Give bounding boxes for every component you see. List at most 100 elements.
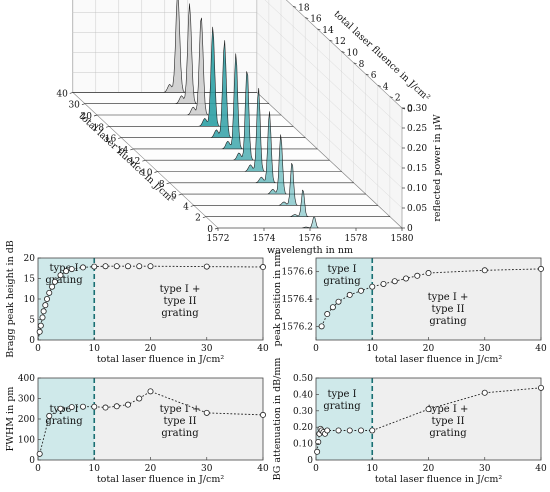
waterfall-z-tick-mark (329, 39, 333, 42)
fwhm-x-tick-label: 10 (89, 464, 101, 474)
bg-attenuation-data-point (314, 448, 321, 455)
peak-position-y-tick-label: 1576.4 (282, 295, 314, 305)
bg-attenuation-data-point (481, 389, 488, 396)
peak-position-data-point (324, 311, 331, 318)
waterfall-z-tick-mark (305, 17, 309, 19)
waterfall-z-tick-label-back: 12 (334, 37, 345, 47)
waterfall-z-tick-mark (389, 96, 394, 99)
bragg-peak-region2-label: type II (163, 296, 196, 307)
peak-position-data-point (414, 272, 421, 279)
waterfall-x-tick-label: 1576 (299, 234, 322, 244)
peak-position-y-tick-label: 1576.2 (282, 322, 314, 332)
waterfall-side-gridline (256, 32, 403, 169)
waterfall-x-axis-label: wavelength in nm (267, 245, 353, 256)
fwhm-data-point (46, 412, 53, 419)
bragg-peak-data-point (80, 264, 87, 271)
bragg-peak-data-point (37, 322, 44, 329)
waterfall-z-tick-mark (166, 182, 170, 185)
waterfall-z-tick-label-back: 0 (407, 105, 413, 115)
waterfall-z-tick-mark (202, 216, 207, 219)
waterfall-z-tick-label-back: 10 (347, 49, 359, 59)
waterfall-z-tick-mark (317, 28, 321, 31)
peak-position-region2-label: type II (431, 304, 464, 315)
peak-position-x-tick-label: 20 (423, 344, 435, 354)
waterfall-back-wall (72, 0, 258, 93)
waterfall-z-tick-label-front: 14 (117, 146, 129, 156)
bragg-peak-y-tick-label: 5 (29, 316, 35, 326)
waterfall-z-tick-mark (93, 114, 98, 117)
waterfall-y-tick-label: 0.30 (407, 104, 427, 114)
waterfall-z-tick-mark (178, 193, 182, 196)
fwhm-type2-region (94, 378, 263, 460)
peak-position-x-tick-label: 10 (367, 344, 379, 354)
bragg-peak-type2-region (94, 258, 263, 340)
waterfall-y-tick-label: 0.05 (407, 204, 427, 214)
waterfall-z-tick-mark (377, 85, 381, 87)
peak-position-x-tick-label: 40 (535, 344, 547, 354)
peak-position-region1-label: type I (327, 264, 356, 275)
peak-position-x-axis-label: total laser fluence in J/cm² (375, 354, 503, 365)
waterfall-y-tick-label: 0.25 (407, 124, 427, 134)
waterfall-z-tick-label-back: 18 (298, 3, 310, 13)
bragg-peak-region2-label: grating (161, 308, 199, 319)
peak-position-x-tick-label: 30 (479, 344, 491, 354)
fwhm-y-tick-label: 300 (18, 395, 35, 405)
bg-attenuation-data-point (425, 406, 432, 413)
waterfall-x-tick-label: 1574 (253, 234, 276, 244)
bragg-peak-data-point (102, 263, 109, 270)
bragg-peak-x-tick-label: 10 (89, 344, 101, 354)
waterfall-x-tick-label: 1572 (207, 234, 230, 244)
bg-attenuation-x-tick-label: 30 (479, 464, 491, 474)
waterfall-spectrum (169, 111, 354, 184)
peak-position-x-tick-label: 0 (313, 344, 319, 354)
bg-attenuation-data-point (538, 384, 545, 391)
bragg-peak-data-point (44, 295, 51, 302)
bg-attenuation-data-point (346, 427, 353, 434)
waterfall-z-tick-label-front: 40 (56, 89, 68, 99)
bragg-peak-data-point (36, 328, 43, 335)
waterfall-spectrum (217, 216, 403, 229)
bragg-peak-data-point (51, 278, 58, 285)
waterfall-chart: 1572 1574 1576 1578 1580 wavelength in nm 0 0.0… (56, 0, 443, 256)
peak-position-data-point (402, 275, 409, 282)
bragg-peak-data-point (68, 266, 75, 273)
bragg-peak-data-point (203, 263, 210, 270)
waterfall-z-tick-label-front: 12 (129, 157, 140, 167)
waterfall-z-tick-label-back: 2 (395, 94, 401, 104)
waterfall-z-tick-label-back: 14 (322, 26, 334, 36)
waterfall-spectrum (145, 71, 330, 161)
fwhm-y-axis-label: FWHM in pm (5, 387, 16, 452)
bragg-peak-data-point (63, 268, 70, 275)
fwhm-x-tick-label: 0 (35, 464, 41, 474)
bragg-peak-data-point (136, 263, 143, 270)
waterfall-z-tick-mark (214, 227, 219, 230)
bg-attenuation-x-axis-label: total laser fluence in J/cm² (375, 474, 503, 485)
peak-position-data-point (380, 280, 387, 287)
waterfall-z-tick-label-back: 8 (359, 60, 365, 70)
bragg-peak-x-tick-label: 20 (145, 344, 157, 354)
waterfall-z-tick-mark (81, 103, 86, 106)
fwhm-region1-label: type I (49, 404, 78, 415)
peak-position-region2-label: grating (429, 316, 467, 327)
waterfall-side-gridline (256, 12, 403, 149)
bg-attenuation-type2-region (372, 378, 541, 460)
bg-attenuation-type1-region (316, 378, 373, 460)
fwhm-data-point (136, 395, 143, 402)
waterfall-spectrum (108, 26, 294, 127)
bg-attenuation-data-point (335, 427, 342, 434)
peak-position-y-axis-label: peak position in nm (272, 252, 283, 347)
waterfall-z-tick-mark (130, 148, 134, 151)
bragg-peak-x-axis-label: total laser fluence in J/cm² (97, 354, 225, 365)
waterfall-side-gridline (256, 52, 403, 189)
waterfall-side-gridline (264, 0, 403, 129)
bg-attenuation-data-point (357, 427, 364, 434)
waterfall-y-tick-label: 0 (407, 224, 413, 234)
bragg-peak-data-point (40, 308, 47, 315)
waterfall-z-tick-mark (142, 159, 146, 162)
fwhm-data-point (203, 409, 210, 416)
peak-position-data-point (335, 298, 342, 305)
